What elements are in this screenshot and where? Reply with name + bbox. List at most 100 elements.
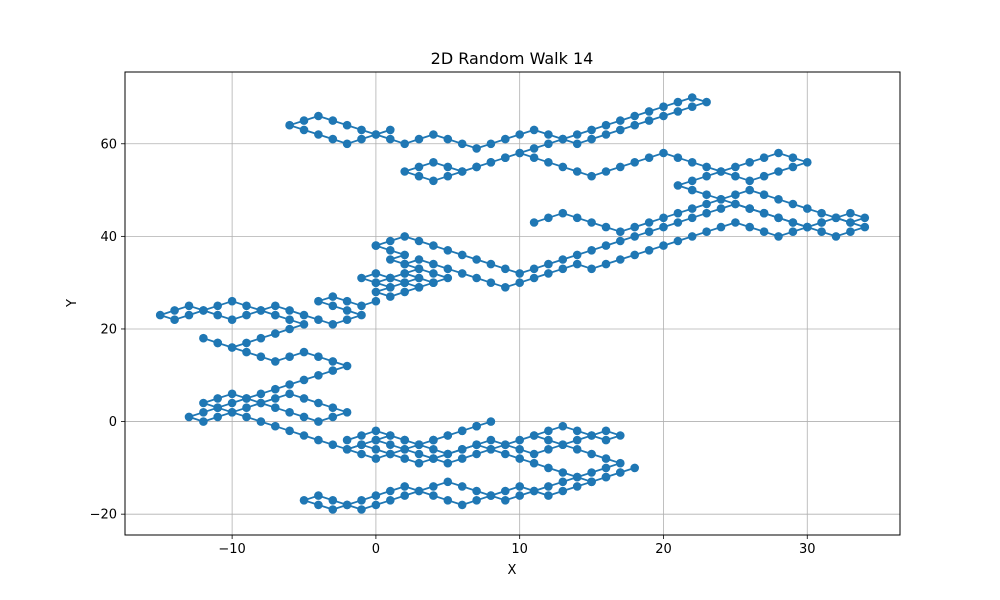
walk-point [256,417,266,426]
walk-point [572,250,582,260]
walk-point [457,445,467,454]
walk-point [400,445,410,454]
walk-point [314,371,323,380]
walk-point [702,97,711,107]
walk-point [443,458,453,468]
walk-point [400,250,410,260]
walk-point [328,412,338,422]
walk-point [630,250,639,260]
walk-point [429,435,438,445]
walk-point [687,102,697,111]
walk-point [314,130,323,139]
walk-point [342,445,352,454]
y-tick-label: 0 [109,415,117,430]
walk-point [544,482,553,491]
walk-point [285,306,294,315]
walk-point [414,236,424,246]
walk-point [572,167,582,176]
walk-point [659,213,668,223]
walk-point [386,246,395,255]
walk-point [429,445,438,454]
walk-point [357,496,366,505]
walk-point [213,403,222,413]
walk-point [774,213,783,223]
walk-point [501,486,510,496]
walk-point [587,218,596,227]
walk-point [687,213,697,223]
walk-point [342,408,352,417]
walk-point [759,227,769,236]
walk-point [457,139,467,149]
walk-point [529,153,539,162]
walk-point [529,264,539,274]
walk-point [803,222,812,232]
walk-point [386,486,395,496]
walk-point [788,162,798,172]
walk-point [572,435,582,445]
walk-point [731,199,740,209]
walk-point [486,158,496,167]
walk-point [429,259,438,269]
walk-point [386,236,395,246]
walk-point [544,463,553,473]
walk-point [817,227,826,236]
walk-point [544,445,553,454]
walk-point [386,292,395,301]
walk-point [846,218,855,227]
walk-point [486,417,496,426]
walk-point [601,241,611,250]
walk-point [213,301,222,311]
walk-point [745,222,754,232]
walk-point [630,232,639,241]
walk-point [199,408,208,417]
walk-point [299,320,309,329]
walk-point [314,398,323,408]
walk-point [400,167,410,176]
walk-point [386,440,395,450]
walk-point [271,421,280,431]
walk-point [199,417,208,426]
walk-series [155,93,870,514]
walk-point [371,278,381,288]
walk-point [616,431,625,440]
x-tick-label: 0 [372,542,380,557]
walk-point [400,278,410,288]
walk-point [429,269,438,278]
walk-point [328,116,338,125]
walk-point [630,120,639,130]
walk-point [774,167,783,176]
walk-point [486,445,496,454]
walk-point [644,227,654,236]
walk-point [529,486,539,496]
walk-point [342,500,352,510]
walk-point [702,162,711,172]
walk-point [242,301,251,311]
walk-point [659,241,668,250]
walk-point [256,306,266,315]
walk-point [529,218,539,227]
walk-point [342,361,352,371]
walk-point [299,394,309,403]
walk-point [515,130,524,139]
walk-point [184,310,194,320]
walk-point [357,431,366,440]
walk-point [544,259,553,269]
walk-point [673,97,683,107]
walk-point [616,236,625,246]
walk-point [414,283,424,292]
walk-point [400,287,410,297]
walk-point [314,111,323,121]
walk-point [687,158,697,167]
walk-point [572,259,582,269]
walk-point [501,264,510,274]
walk-point [386,431,395,440]
walk-point [501,496,510,505]
walk-point [745,204,754,213]
walk-point [515,278,524,288]
walk-point [328,366,338,375]
walk-point [544,139,553,149]
walk-point [457,269,467,278]
walk-point [716,204,726,213]
walk-point [702,171,711,181]
walk-point [213,310,222,320]
